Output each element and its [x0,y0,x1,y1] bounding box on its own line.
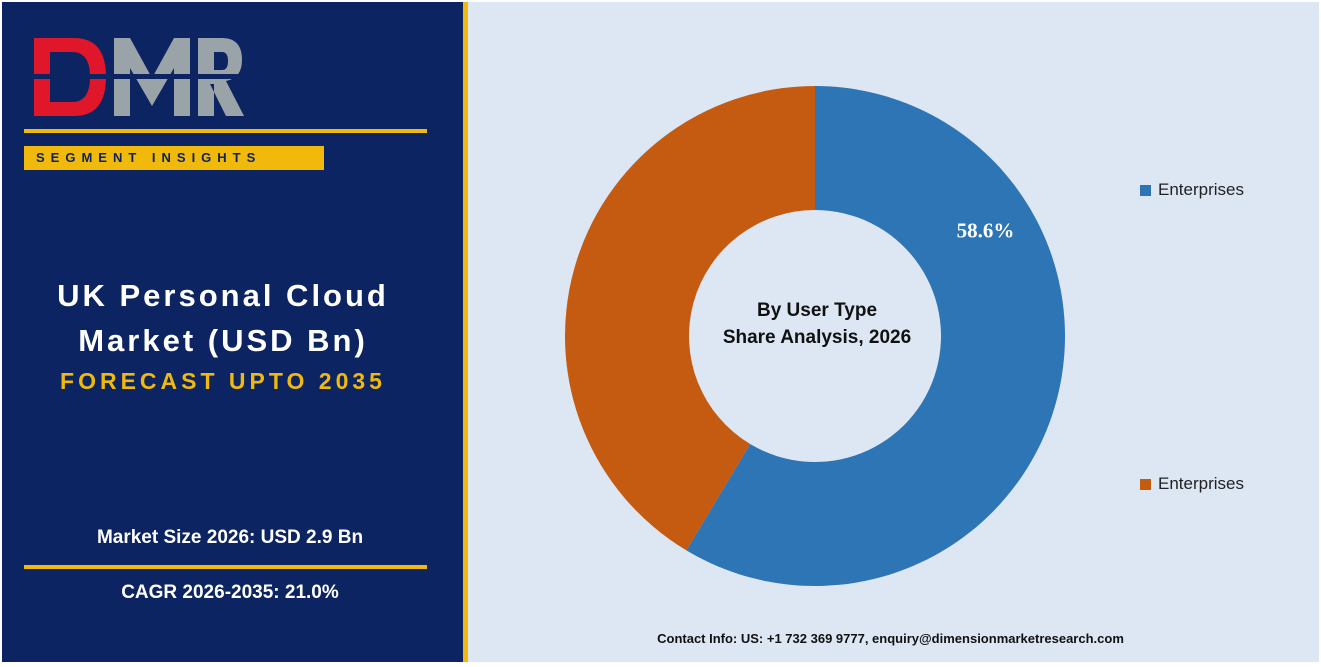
header-rule [24,129,427,133]
logo-mark [34,38,244,116]
segment-insights-badge: SEGMENT INSIGHTS [24,146,324,170]
donut-slices [565,86,1065,586]
market-size-stat: Market Size 2026: USD 2.9 Bn [96,527,364,548]
slice-labels: 58.6% [957,219,1015,243]
legend-label: Enterprises [1158,180,1244,199]
slice-value-label: 58.6% [957,219,1015,243]
cagr-stat: CAGR 2026-2035: 21.0% [121,582,339,603]
donut-slice-1 [686,86,1065,586]
stat-rule [24,565,427,569]
report-title-line2: Market (USD Bn) [78,323,368,358]
legend-swatch [1140,184,1151,196]
legend-label: Enterprises [1158,474,1244,493]
panel-divider [463,2,468,662]
chart-center-label-line1: By User Type [757,300,877,321]
forecast-label: FORECAST UPTO 2035 [60,368,386,394]
legend-item-enterprises-1: Enterprises [1140,180,1244,200]
donut-slice-2 [565,86,815,551]
contact-info: Contact Info: US: +1 732 369 9777, enqui… [657,631,1124,646]
dmr-logo [34,38,244,116]
legend-item-enterprises-2: Enterprises [1140,474,1244,494]
chart-center-label-line2: Share Analysis, 2026 [723,327,911,348]
legend-swatch [1140,478,1151,490]
report-title-line1: UK Personal Cloud [57,278,389,313]
